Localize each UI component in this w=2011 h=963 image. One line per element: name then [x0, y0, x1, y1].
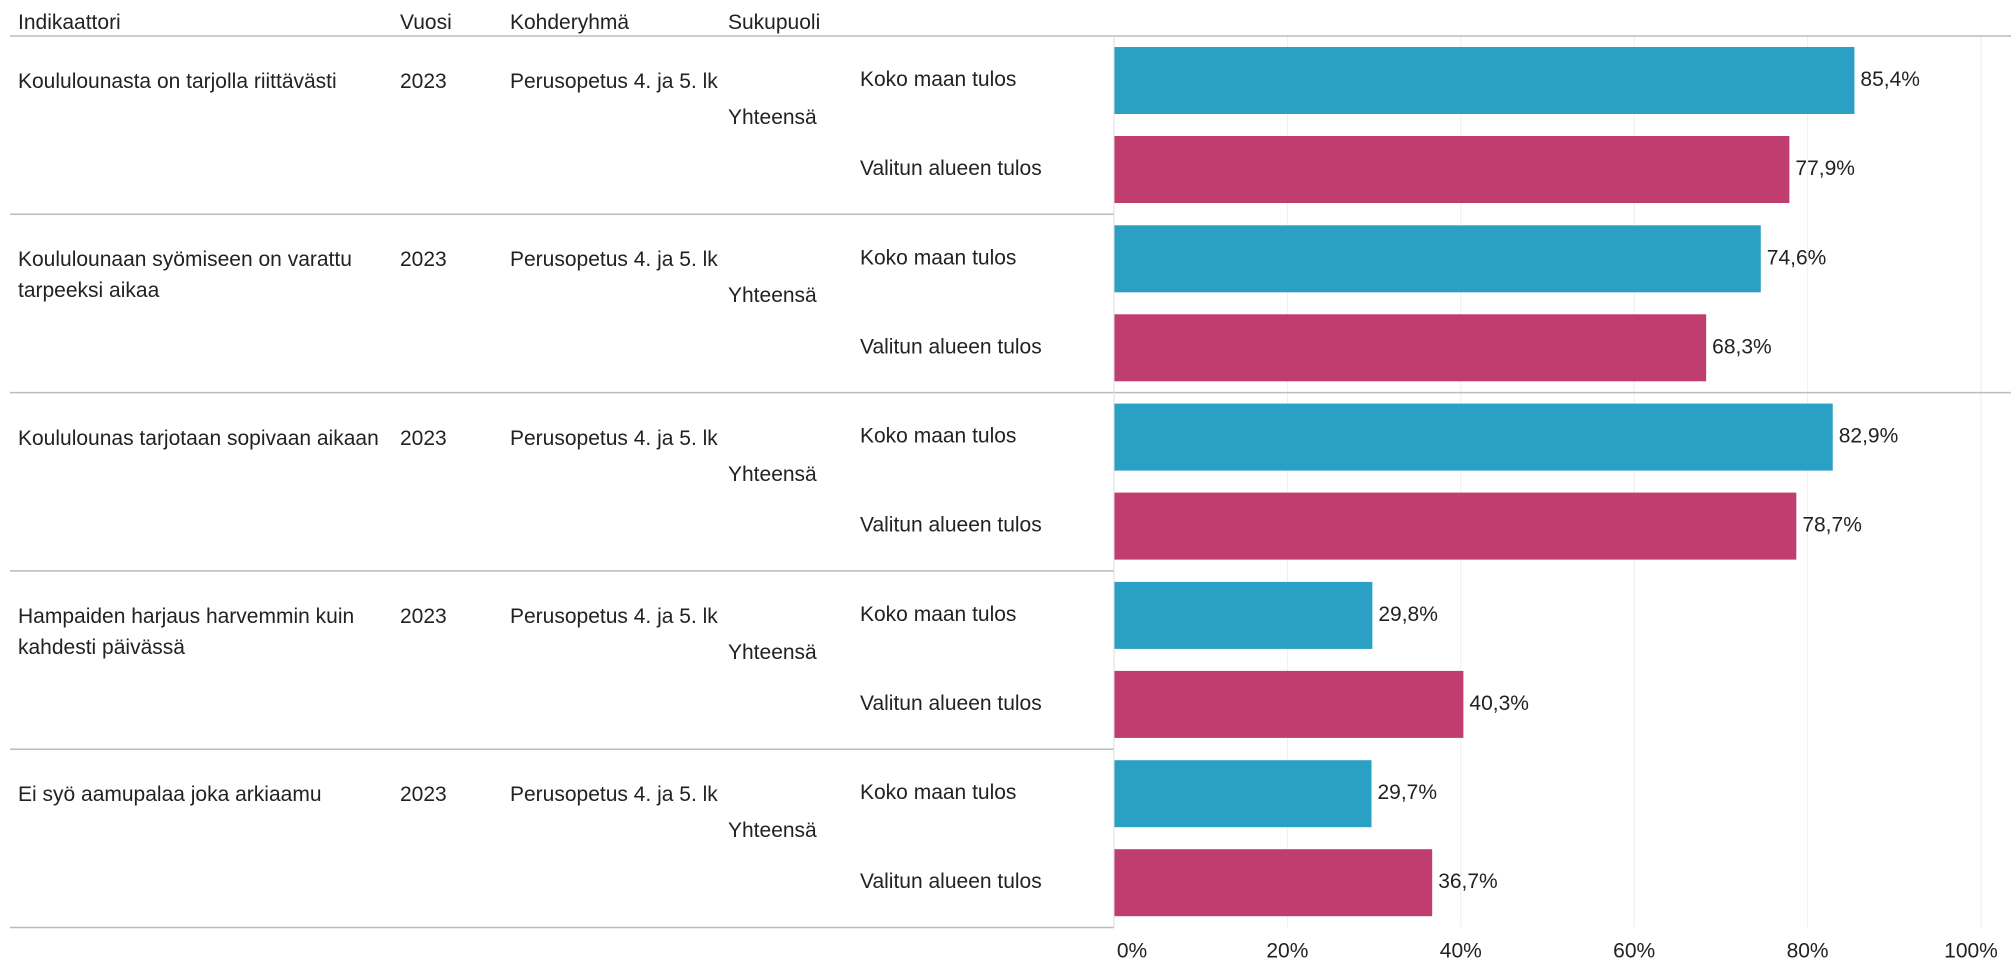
series-label: Valitun alueen tulos	[860, 870, 1042, 893]
value-label: 85,4%	[1860, 68, 1920, 91]
bar	[1114, 225, 1761, 293]
x-tick-label: 60%	[1613, 940, 1655, 963]
value-label: 82,9%	[1839, 425, 1899, 448]
value-label: 40,3%	[1469, 692, 1529, 715]
row-year: 2023	[400, 70, 447, 93]
x-tick-label: 0%	[1117, 940, 1147, 963]
row-year: 2023	[400, 604, 447, 628]
x-tick-label: 100%	[1944, 940, 1998, 963]
series-label: Koko maan tulos	[860, 246, 1016, 269]
row-target-group: Perusopetus 4. ja 5. lk	[510, 70, 718, 93]
series-label: Koko maan tulos	[860, 425, 1016, 448]
series-label: Koko maan tulos	[860, 68, 1016, 91]
row-gender: Yhteensä	[728, 640, 817, 664]
x-tick-label: 80%	[1787, 940, 1829, 963]
x-tick-label: 40%	[1440, 940, 1482, 963]
series-label: Koko maan tulos	[860, 603, 1016, 626]
row-gender: Yhteensä	[728, 106, 817, 129]
series-label: Koko maan tulos	[860, 781, 1016, 804]
row-indicator: Hampaiden harjaus harvemmin kuin kahdest…	[18, 604, 355, 659]
column-header: Kohderyhmä	[510, 11, 630, 34]
row-indicator: Koululounas tarjotaan sopivaan aikaan	[18, 426, 379, 450]
column-header: Vuosi	[400, 11, 452, 34]
row-year: 2023	[400, 248, 447, 272]
value-label: 36,7%	[1438, 870, 1498, 893]
row-target-group: Perusopetus 4. ja 5. lk	[510, 248, 718, 272]
value-label: 29,7%	[1377, 781, 1437, 804]
bar	[1114, 403, 1833, 471]
value-label: 74,6%	[1767, 246, 1827, 269]
column-header: Indikaattori	[18, 11, 121, 34]
value-label: 77,9%	[1795, 157, 1855, 180]
row-indicator: Ei syö aamupalaa joka arkiaamu	[18, 783, 322, 807]
series-label: Valitun alueen tulos	[860, 157, 1042, 180]
bar	[1114, 47, 1855, 114]
series-label: Valitun alueen tulos	[860, 335, 1042, 358]
bar	[1114, 136, 1790, 203]
bar	[1114, 581, 1373, 649]
row-year: 2023	[400, 783, 447, 807]
value-label: 78,7%	[1802, 514, 1862, 537]
row-gender: Yhteensä	[728, 462, 817, 486]
row-year: 2023	[400, 426, 447, 450]
series-label: Valitun alueen tulos	[860, 692, 1042, 715]
row-target-group: Perusopetus 4. ja 5. lk	[510, 783, 718, 807]
bar	[1114, 760, 1372, 828]
row-target-group: Perusopetus 4. ja 5. lk	[510, 426, 718, 450]
bar	[1114, 670, 1464, 738]
bar	[1114, 492, 1797, 560]
row-indicator: Koululounasta on tarjolla riittävästi	[18, 70, 337, 93]
value-label: 68,3%	[1712, 335, 1772, 358]
x-tick-label: 20%	[1266, 940, 1308, 963]
bar	[1114, 849, 1433, 917]
row-gender: Yhteensä	[728, 819, 817, 843]
row-gender: Yhteensä	[728, 284, 817, 308]
value-label: 29,8%	[1378, 603, 1438, 626]
row-target-group: Perusopetus 4. ja 5. lk	[510, 604, 718, 628]
bar	[1114, 314, 1707, 382]
series-label: Valitun alueen tulos	[860, 514, 1042, 537]
column-header: Sukupuoli	[728, 11, 821, 34]
row-indicator: Koululounaan syömiseen on varattu tarpee…	[18, 248, 352, 303]
